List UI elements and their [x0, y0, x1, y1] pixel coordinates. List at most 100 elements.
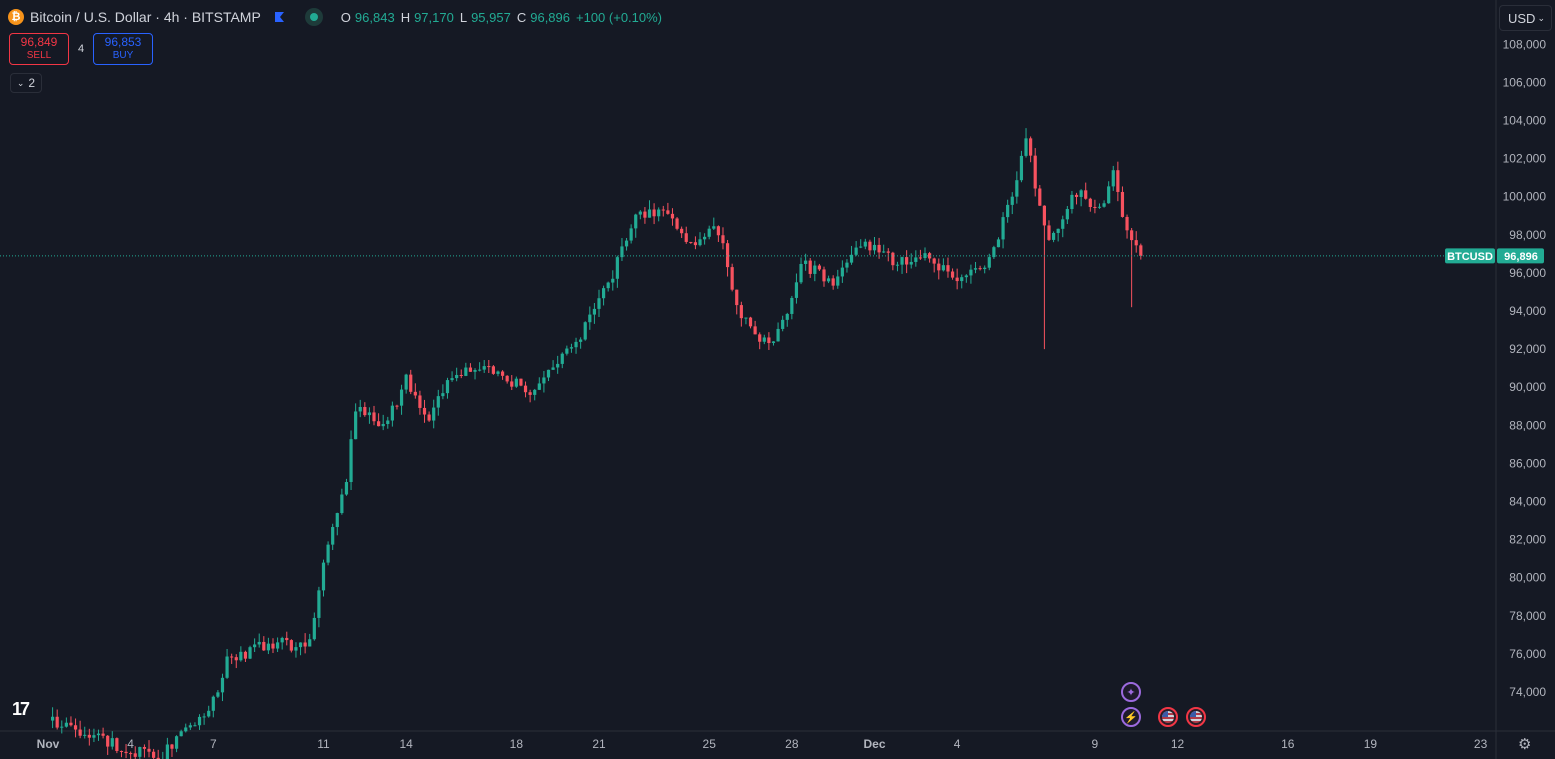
- candle: [1024, 128, 1028, 158]
- candle: [964, 274, 968, 283]
- candle: [69, 716, 73, 727]
- candle: [147, 740, 151, 758]
- indicators-collapse-button[interactable]: ⌄ 2: [10, 73, 42, 93]
- candle: [955, 268, 959, 290]
- candle: [579, 337, 583, 349]
- chevron-down-icon: ⌄: [16, 77, 25, 88]
- candle: [606, 281, 610, 292]
- tradingview-logo[interactable]: 17: [12, 699, 30, 719]
- candle: [106, 735, 110, 755]
- candle: [413, 383, 417, 399]
- candle: [1051, 231, 1056, 243]
- candle: [822, 266, 826, 287]
- candle: [335, 512, 339, 536]
- lightning-icon[interactable]: ⚡: [1121, 707, 1141, 727]
- buy-button[interactable]: 96,853 BUY: [93, 33, 153, 65]
- candle: [1033, 148, 1037, 197]
- symbol-title[interactable]: Bitcoin / U.S. Dollar · 4h · BITSTAMP: [30, 9, 261, 25]
- candle: [863, 238, 867, 250]
- price-tick-label: 86,000: [1509, 456, 1546, 470]
- candle: [83, 726, 87, 739]
- candle: [138, 746, 142, 759]
- us-flag-icon[interactable]: [1186, 707, 1206, 727]
- candle: [909, 253, 913, 269]
- candle: [882, 244, 886, 254]
- candle: [1019, 150, 1024, 183]
- sell-price: 96,849: [20, 35, 58, 49]
- candle: [615, 255, 619, 288]
- sell-button[interactable]: 96,849 SELL: [9, 33, 69, 65]
- time-tick-label: 7: [210, 737, 217, 751]
- candle: [1015, 171, 1019, 204]
- candle: [712, 217, 716, 230]
- price-tick-label: 88,000: [1509, 418, 1546, 432]
- candle: [377, 413, 381, 427]
- flag-icon[interactable]: [273, 11, 285, 23]
- candle: [560, 352, 564, 369]
- candle: [836, 269, 840, 289]
- candle: [92, 728, 96, 743]
- ohlc-open-key: O: [340, 9, 351, 25]
- us-flag-icon[interactable]: [1158, 707, 1178, 727]
- candle: [119, 750, 124, 758]
- candle: [601, 285, 606, 306]
- candle: [937, 258, 941, 280]
- candle: [987, 253, 991, 271]
- ohlc-low-key: L: [459, 9, 468, 25]
- candle: [831, 275, 835, 290]
- time-tick-label: 21: [592, 737, 606, 751]
- candle: [427, 411, 431, 422]
- candle: [707, 225, 711, 240]
- candle: [367, 407, 372, 424]
- candle: [693, 236, 698, 250]
- price-axis-ticks[interactable]: 74,000 76,000 78,000 80,000 82,000 84,000 86,0…: [1503, 37, 1547, 699]
- candle: [354, 403, 358, 440]
- time-axis-ticks[interactable]: Nov 4 7 11 14 18 21 25 28 Dec 4 9 12 16 19 23: [37, 737, 1488, 751]
- candle: [464, 362, 468, 377]
- candle: [450, 371, 454, 382]
- candle: [657, 207, 661, 222]
- candle: [900, 256, 904, 274]
- candle: [152, 748, 156, 759]
- price-tick-label: 100,000: [1503, 190, 1547, 204]
- ohlc-high-key: H: [400, 9, 411, 25]
- candle: [680, 226, 684, 238]
- time-tick-label: 25: [703, 737, 717, 751]
- candle: [703, 233, 707, 245]
- candle: [409, 369, 413, 395]
- candle: [87, 728, 91, 746]
- candle: [528, 389, 532, 403]
- candle: [721, 227, 725, 250]
- candle: [441, 384, 445, 400]
- market-status-icon[interactable]: [304, 8, 323, 26]
- last-price-tags: BTCUSD 96,896: [1445, 248, 1544, 264]
- sparkle-icon[interactable]: ✦: [1121, 682, 1141, 702]
- gear-icon[interactable]: ⚙: [1518, 736, 1532, 753]
- symbol-tag-label: BTCUSD: [1447, 251, 1493, 263]
- candle: [216, 690, 220, 699]
- candle: [115, 737, 119, 754]
- candle: [101, 727, 105, 739]
- candle: [872, 236, 877, 255]
- candle: [1029, 136, 1033, 163]
- trade-panel: 96,849 SELL 4 96,853 BUY: [9, 33, 153, 65]
- candle: [243, 650, 248, 662]
- candle: [129, 751, 133, 759]
- candle: [455, 367, 459, 382]
- currency-select[interactable]: USD ⌄: [1499, 5, 1552, 31]
- price-tick-label: 92,000: [1509, 342, 1546, 356]
- ohlc-open-value: 96,843: [354, 9, 395, 25]
- candle: [753, 320, 757, 335]
- candle: [372, 405, 376, 426]
- candle: [162, 751, 164, 759]
- price-tick-label: 90,000: [1509, 380, 1546, 394]
- time-tick-label: 4: [954, 737, 961, 751]
- candle: [905, 250, 909, 274]
- candle: [597, 289, 601, 317]
- candle: [928, 251, 932, 263]
- candle: [813, 260, 817, 282]
- candle: [771, 341, 776, 346]
- candle: [184, 723, 188, 733]
- candle: [983, 265, 987, 274]
